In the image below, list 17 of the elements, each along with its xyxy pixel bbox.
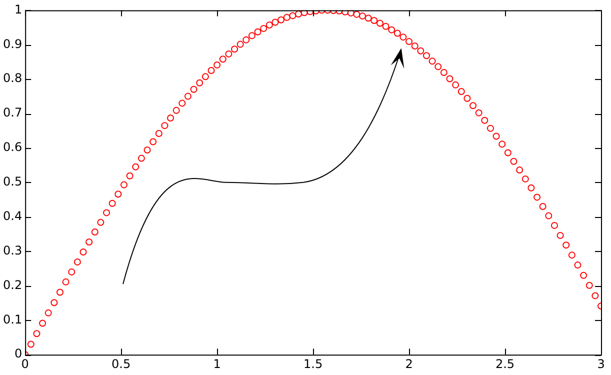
y-tick-label: 0.2: [2, 278, 22, 292]
y-tick-label: 0.8: [2, 71, 22, 86]
y-tick-label: 0.5: [2, 174, 22, 189]
y-tick-label: 0: [14, 346, 22, 361]
y-tick-label: 0.6: [2, 140, 22, 154]
y-tick-label: 0.7: [2, 106, 22, 120]
x-tick-label: 0.5: [112, 356, 131, 371]
x-tick-label: 3: [597, 356, 605, 371]
y-tick-label: 0.1: [2, 312, 22, 326]
x-tick-label: 2: [405, 356, 413, 371]
y-tick-label: 0.4: [2, 208, 22, 223]
x-tick-label: 1.5: [303, 356, 323, 371]
x-tick-label: 1: [213, 356, 221, 371]
x-tick-label: 2.5: [495, 356, 515, 371]
y-tick-label: 1: [14, 2, 22, 16]
y-tick-label: 0.9: [2, 36, 22, 51]
y-tick-label: 0.3: [2, 243, 22, 258]
